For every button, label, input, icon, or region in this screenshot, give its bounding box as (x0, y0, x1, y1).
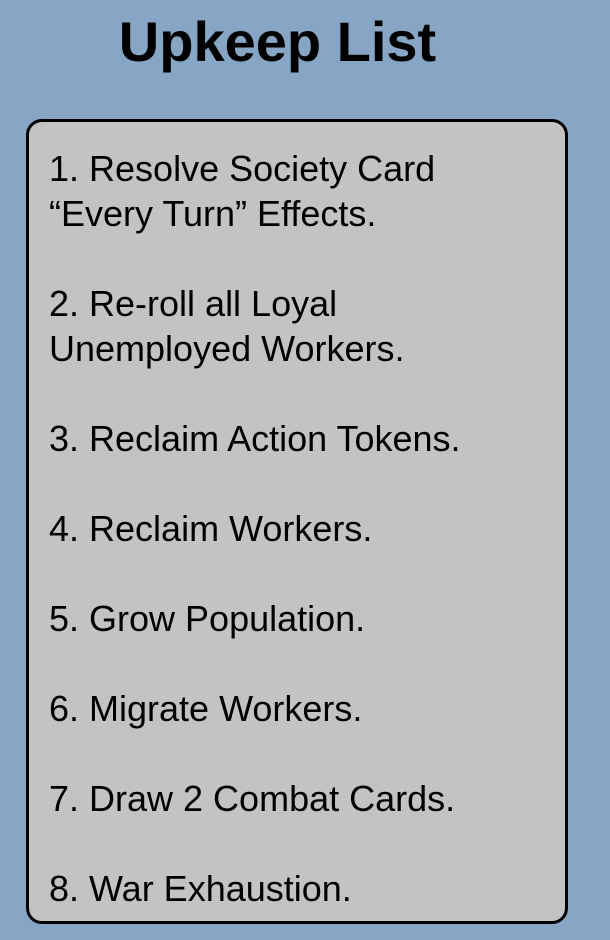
step-8: 8. War Exhaustion. (49, 868, 352, 909)
step-1-line-2: “Every Turn” Effects. (49, 193, 377, 234)
step-2-line-1: 2. Re-roll all Loyal (49, 283, 338, 324)
step-2-line-2: Unemployed Workers. (49, 328, 405, 369)
step-7: 7. Draw 2 Combat Cards. (49, 778, 456, 819)
step-6: 6. Migrate Workers. (49, 688, 363, 729)
upkeep-card: 1. Resolve Society Card “Every Turn” Eff… (26, 119, 568, 924)
step-1: 1. Resolve Society Card “Every Turn” Eff… (49, 146, 559, 236)
step-5: 5. Grow Population. (49, 598, 366, 639)
step-2: 2. Re-roll all Loyal Unemployed Workers. (49, 281, 559, 371)
step-1-line-1: 1. Resolve Society Card (49, 148, 436, 189)
page-title: Upkeep List (118, 10, 437, 73)
step-4: 4. Reclaim Workers. (49, 508, 373, 549)
step-3: 3. Reclaim Action Tokens. (49, 418, 461, 459)
